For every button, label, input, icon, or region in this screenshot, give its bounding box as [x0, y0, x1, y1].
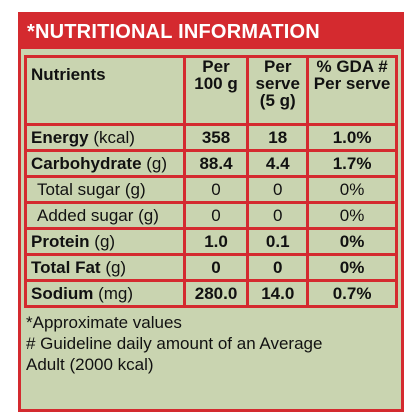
header-per-100g: Per 100 g: [182, 55, 250, 126]
footnote-approx: *Approximate values: [26, 313, 182, 332]
nutrient-name: Total Fat (g): [24, 253, 186, 282]
nutrient-name: Sodium (mg): [24, 279, 186, 308]
value-per-100g: 358: [182, 123, 250, 152]
nutrition-panel: *NUTRITIONAL INFORMATION Nutrients Per 1…: [18, 12, 404, 412]
nutrient-label: Total Fat: [31, 257, 101, 277]
nutrient-name: Total sugar (g): [24, 175, 186, 204]
value-gda: 1.7%: [306, 149, 398, 178]
table-row: Energy (kcal) 358 18 1.0%: [24, 123, 398, 152]
header-per-100g-line2: 100 g: [194, 74, 238, 93]
value-per-serve: 18: [246, 123, 310, 152]
footnote-guideline-line1: # Guideline daily amount of an Average: [26, 334, 323, 353]
value-gda: 0%: [306, 253, 398, 282]
value-per-serve: 4.4: [246, 149, 310, 178]
header-per-100g-line1: Per: [202, 57, 230, 76]
value-gda: 0%: [306, 175, 398, 204]
nutrient-unit: (g): [146, 153, 168, 173]
nutrient-label: Energy: [31, 127, 89, 147]
value-gda: 0%: [306, 227, 398, 256]
footnote-guideline-line2: Adult (2000 kcal): [26, 355, 154, 374]
nutrient-unit: (kcal): [93, 127, 135, 147]
value-gda: 1.0%: [306, 123, 398, 152]
nutrient-name: Added sugar (g): [24, 201, 186, 230]
table-row: Sodium (mg) 280.0 14.0 0.7%: [24, 279, 398, 308]
header-per-serve-line1: Per: [264, 57, 292, 76]
nutrient-unit: (g): [105, 257, 127, 277]
nutrition-table: Nutrients Per 100 g Per serve (5 g) % GD…: [24, 55, 398, 308]
value-gda: 0.7%: [306, 279, 398, 308]
value-per-100g: 0: [182, 175, 250, 204]
nutrient-name: Protein (g): [24, 227, 186, 256]
nutrient-label: Protein: [31, 231, 90, 251]
value-per-100g: 280.0: [182, 279, 250, 308]
value-per-100g: 0: [182, 201, 250, 230]
value-per-100g: 0: [182, 253, 250, 282]
table-row: Carbohydrate (g) 88.4 4.4 1.7%: [24, 149, 398, 178]
value-per-serve: 0.1: [246, 227, 310, 256]
value-per-100g: 88.4: [182, 149, 250, 178]
nutrient-unit: (g): [94, 231, 116, 251]
header-per-serve-line2: serve: [255, 74, 300, 93]
value-gda: 0%: [306, 201, 398, 230]
header-per-serve-line3: (5 g): [259, 91, 296, 110]
table-row: Total sugar (g) 0 0 0%: [24, 175, 398, 204]
value-per-serve: 14.0: [246, 279, 310, 308]
nutrient-label: Carbohydrate: [31, 153, 142, 173]
nutrient-name: Carbohydrate (g): [24, 149, 186, 178]
table-header-row: Nutrients Per 100 g Per serve (5 g) % GD…: [24, 55, 398, 126]
table-row: Protein (g) 1.0 0.1 0%: [24, 227, 398, 256]
header-gda-line2: Per serve: [313, 74, 391, 93]
header-gda: % GDA # Per serve: [306, 55, 398, 126]
header-per-serve: Per serve (5 g): [246, 55, 310, 126]
value-per-serve: 0: [246, 253, 310, 282]
value-per-100g: 1.0: [182, 227, 250, 256]
nutrient-unit: (mg): [98, 283, 134, 303]
value-per-serve: 0: [246, 175, 310, 204]
table-row: Total Fat (g) 0 0 0%: [24, 253, 398, 282]
header-nutrients: Nutrients: [24, 55, 186, 126]
value-per-serve: 0: [246, 201, 310, 230]
nutrient-label: Sodium: [31, 283, 94, 303]
table-row: Added sugar (g) 0 0 0%: [24, 201, 398, 230]
header-gda-line1: % GDA #: [316, 57, 388, 76]
panel-title: *NUTRITIONAL INFORMATION: [21, 15, 401, 49]
footnotes: *Approximate values # Guideline daily am…: [21, 312, 401, 375]
nutrient-name: Energy (kcal): [24, 123, 186, 152]
